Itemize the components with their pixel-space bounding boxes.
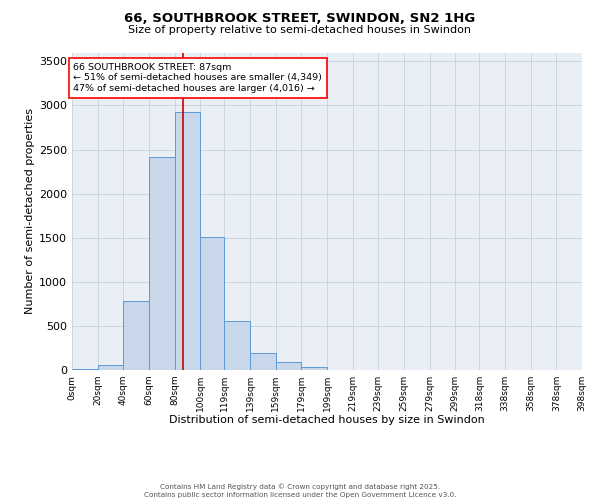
Bar [123, 301, 149, 370]
Bar [98, 364, 123, 370]
Bar [175, 112, 200, 370]
Text: 66, SOUTHBROOK STREET, SWINDON, SN2 1HG: 66, SOUTHBROOK STREET, SWINDON, SN2 1HG [124, 12, 476, 26]
Text: 66 SOUTHBROOK STREET: 87sqm
← 51% of semi-detached houses are smaller (4,349)
47: 66 SOUTHBROOK STREET: 87sqm ← 51% of sem… [73, 63, 322, 93]
Bar [301, 368, 327, 370]
Text: Contains HM Land Registry data © Crown copyright and database right 2025.
Contai: Contains HM Land Registry data © Crown c… [144, 484, 456, 498]
Bar [72, 369, 98, 370]
Text: Size of property relative to semi-detached houses in Swindon: Size of property relative to semi-detach… [128, 25, 472, 35]
Bar [276, 362, 301, 370]
X-axis label: Distribution of semi-detached houses by size in Swindon: Distribution of semi-detached houses by … [169, 416, 485, 426]
Bar [250, 353, 276, 370]
Bar [224, 322, 250, 370]
Bar [149, 156, 175, 370]
Y-axis label: Number of semi-detached properties: Number of semi-detached properties [25, 108, 35, 314]
Bar [200, 237, 224, 370]
